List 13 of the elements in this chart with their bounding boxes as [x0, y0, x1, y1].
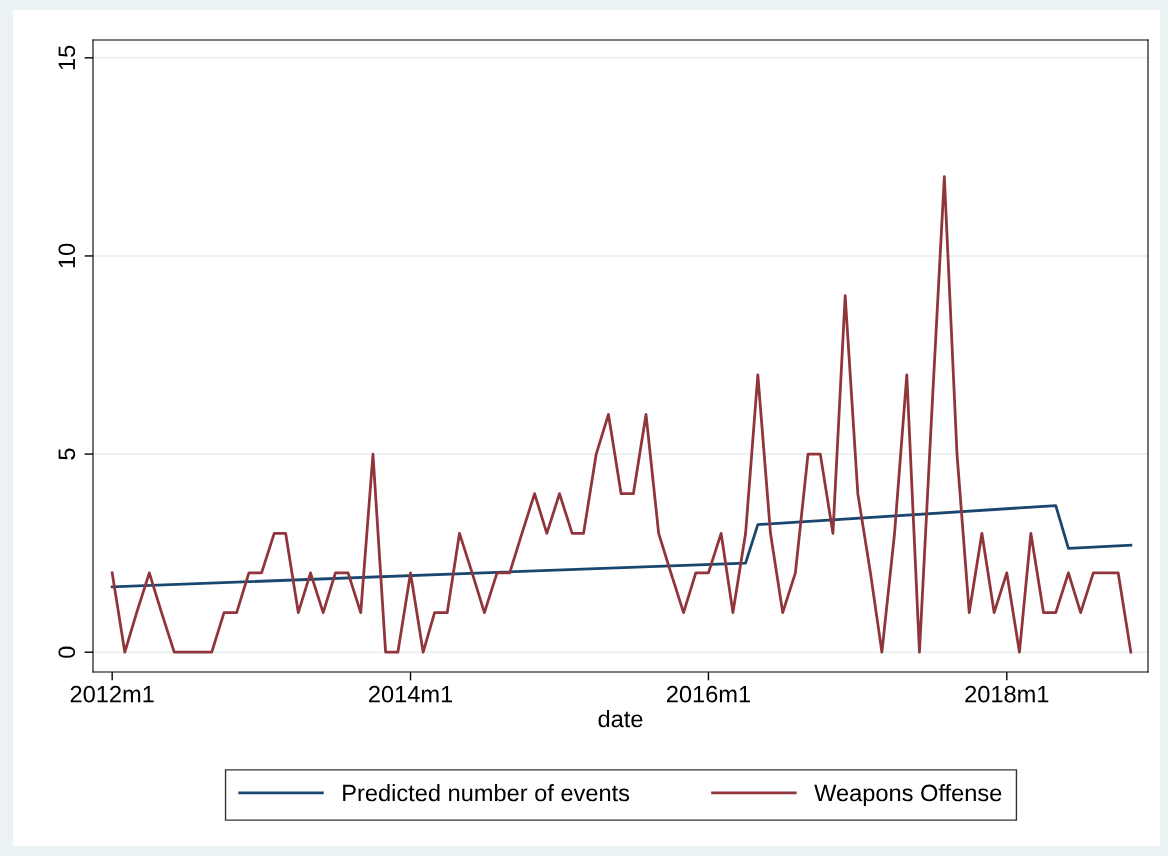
- y-tick-label: 15: [58, 45, 76, 70]
- line-series: [110, 175, 1133, 654]
- y-tick-label: 5: [58, 448, 76, 460]
- x-tick-label: 2014m1: [369, 685, 453, 703]
- x-axis-title: date: [598, 709, 643, 728]
- legend-label: Predicted number of events: [343, 783, 630, 802]
- y-tick-label: 10: [58, 243, 76, 268]
- legend-label: Weapons Offense: [814, 784, 1002, 807]
- x-tick-label: 2012m1: [70, 685, 154, 703]
- x-tick-label: 2018m1: [965, 685, 1049, 703]
- y-tick-label: 0: [58, 646, 76, 658]
- line-series: [110, 504, 1133, 589]
- x-tick-label: 2016m1: [666, 685, 750, 703]
